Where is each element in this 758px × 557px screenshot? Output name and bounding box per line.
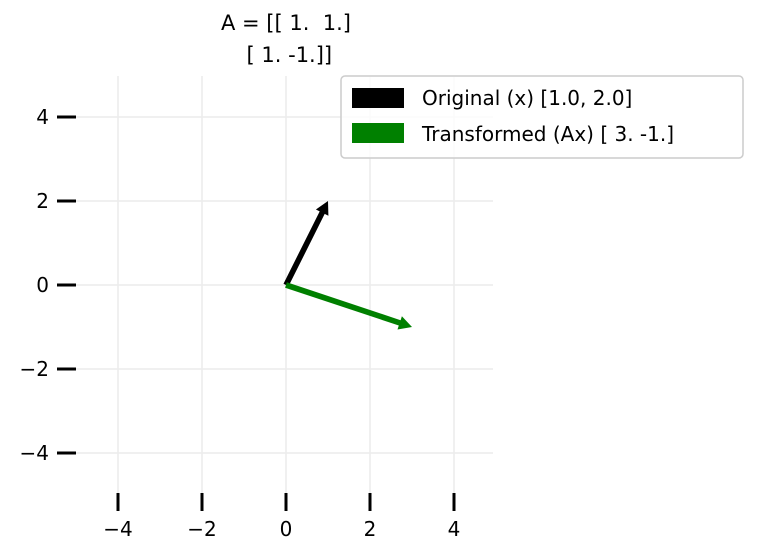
x-tick-label: 2 — [364, 517, 377, 541]
chart-title-line-1: A = [[ 1. 1.] — [221, 11, 351, 35]
x-tick-label: 0 — [280, 517, 293, 541]
chart-title: A = [[ 1. 1.] [ 1. -1.]] — [221, 11, 351, 67]
legend-label-transformed: Transformed (Ax) [ 3. -1.] — [421, 122, 674, 146]
y-axis-ticks: −4 −2 0 2 4 — [20, 105, 76, 465]
y-tick-label: 4 — [36, 105, 49, 129]
y-tick-label: −4 — [20, 441, 49, 465]
legend-swatch-original — [352, 88, 404, 108]
legend: Original (x) [1.0, 2.0] Transformed (Ax)… — [340, 75, 744, 159]
legend-frame — [340, 75, 744, 159]
y-tick-label: 0 — [36, 273, 49, 297]
chart-title-line-2: [ 1. -1.]] — [240, 43, 332, 67]
x-axis-ticks: −4 −2 0 2 4 — [103, 493, 460, 541]
transformed-vector — [285, 282, 412, 330]
x-tick-label: −2 — [187, 517, 216, 541]
y-tick-label: 2 — [36, 189, 49, 213]
vectors — [283, 201, 412, 330]
y-tick-label: −2 — [20, 357, 49, 381]
x-tick-label: −4 — [103, 517, 132, 541]
legend-swatch-transformed — [352, 123, 404, 143]
original-vector — [283, 201, 329, 287]
legend-label-original: Original (x) [1.0, 2.0] — [422, 86, 632, 110]
x-tick-label: 4 — [448, 517, 461, 541]
